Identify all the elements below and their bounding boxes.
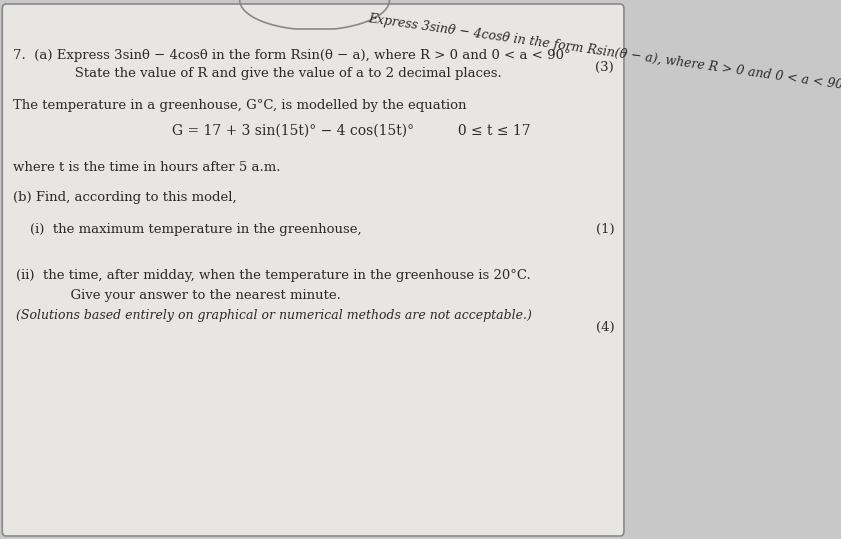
Text: The temperature in a greenhouse, G°C, is modelled by the equation: The temperature in a greenhouse, G°C, is… — [13, 99, 467, 112]
Text: (ii)  the time, after midday, when the temperature in the greenhouse is 20°C.: (ii) the time, after midday, when the te… — [17, 269, 532, 282]
FancyBboxPatch shape — [3, 4, 624, 536]
Text: (b) Find, according to this model,: (b) Find, according to this model, — [13, 191, 237, 204]
Text: (Solutions based entirely on graphical or numerical methods are not acceptable.): (Solutions based entirely on graphical o… — [17, 309, 532, 322]
Text: Express 3sinθ − 4cosθ in the form Rsin(θ − a), where R > 0 and 0 < a < 90°: Express 3sinθ − 4cosθ in the form Rsin(θ… — [367, 12, 841, 93]
Text: (4): (4) — [595, 321, 614, 334]
Text: State the value of R and give the value of a to 2 decimal places.: State the value of R and give the value … — [45, 67, 502, 80]
Text: 7.  (a) Express 3sinθ − 4cosθ in the form Rsin(θ − a), where R > 0 and 0 < a < 9: 7. (a) Express 3sinθ − 4cosθ in the form… — [13, 49, 571, 62]
Text: G = 17 + 3 sin(15t)° − 4 cos(15t)°          0 ≤ t ≤ 17: G = 17 + 3 sin(15t)° − 4 cos(15t)° 0 ≤ t… — [172, 124, 531, 138]
Text: where t is the time in hours after 5 a.m.: where t is the time in hours after 5 a.m… — [13, 161, 281, 174]
Text: (1): (1) — [595, 223, 614, 236]
Text: (3): (3) — [595, 61, 614, 74]
Text: (i)  the maximum temperature in the greenhouse,: (i) the maximum temperature in the green… — [30, 223, 362, 236]
Text: Give your answer to the nearest minute.: Give your answer to the nearest minute. — [45, 289, 341, 302]
